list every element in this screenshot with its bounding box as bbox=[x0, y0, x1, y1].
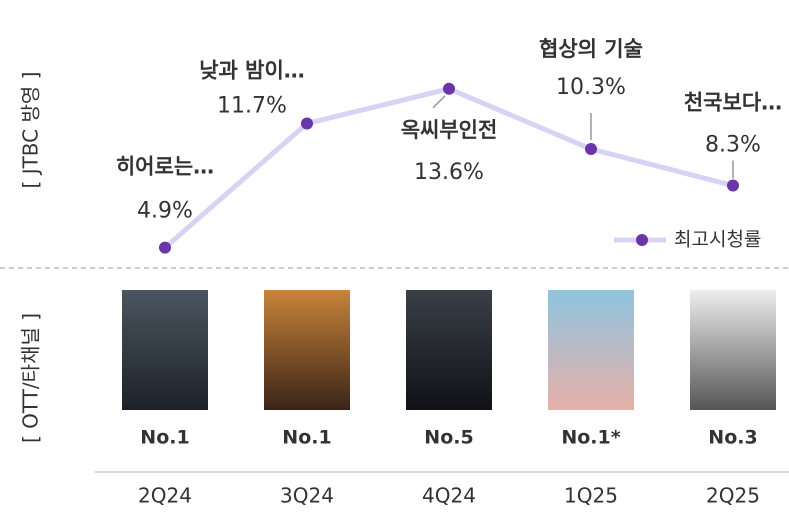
value-label: 8.3% bbox=[705, 133, 761, 158]
annotation: 낮과 밤이… bbox=[199, 58, 305, 82]
point bbox=[727, 179, 739, 192]
annotation: 옥씨부인전 bbox=[401, 118, 498, 142]
annotation: 히어로는… bbox=[116, 155, 214, 179]
rank-label: No.5 bbox=[424, 427, 473, 449]
point bbox=[159, 241, 171, 254]
value-label: 10.3% bbox=[556, 75, 626, 100]
x-tick-label: 4Q24 bbox=[422, 484, 476, 508]
value-label: 11.7% bbox=[217, 93, 287, 118]
rank-label: No.1* bbox=[561, 427, 620, 449]
x-tick-label: 1Q25 bbox=[564, 484, 618, 508]
annotation: 협상의 기술 bbox=[539, 37, 643, 61]
x-tick-label: 2Q24 bbox=[138, 484, 192, 508]
section-label: [ OTT/타채널 ] bbox=[19, 313, 43, 443]
poster bbox=[122, 290, 208, 410]
rank-label: No.3 bbox=[708, 427, 757, 449]
value-label: 13.6% bbox=[414, 160, 484, 185]
point bbox=[301, 117, 313, 130]
x-tick-label: 2Q25 bbox=[706, 484, 760, 508]
point bbox=[443, 82, 455, 95]
annotation: 천국보다… bbox=[684, 91, 782, 115]
rank-label: No.1 bbox=[282, 427, 331, 449]
rank-label: No.1 bbox=[140, 427, 189, 449]
poster bbox=[690, 290, 776, 410]
poster bbox=[406, 290, 492, 410]
legend-marker bbox=[636, 234, 648, 246]
section-label: [ JTBC 방영 ] bbox=[19, 72, 43, 189]
value-label: 4.9% bbox=[137, 199, 193, 224]
poster bbox=[264, 290, 350, 410]
point bbox=[585, 143, 597, 156]
poster bbox=[548, 290, 634, 410]
x-tick-label: 3Q24 bbox=[280, 484, 334, 508]
legend-label: 최고시청률 bbox=[674, 229, 761, 251]
leader-line bbox=[432, 95, 446, 109]
